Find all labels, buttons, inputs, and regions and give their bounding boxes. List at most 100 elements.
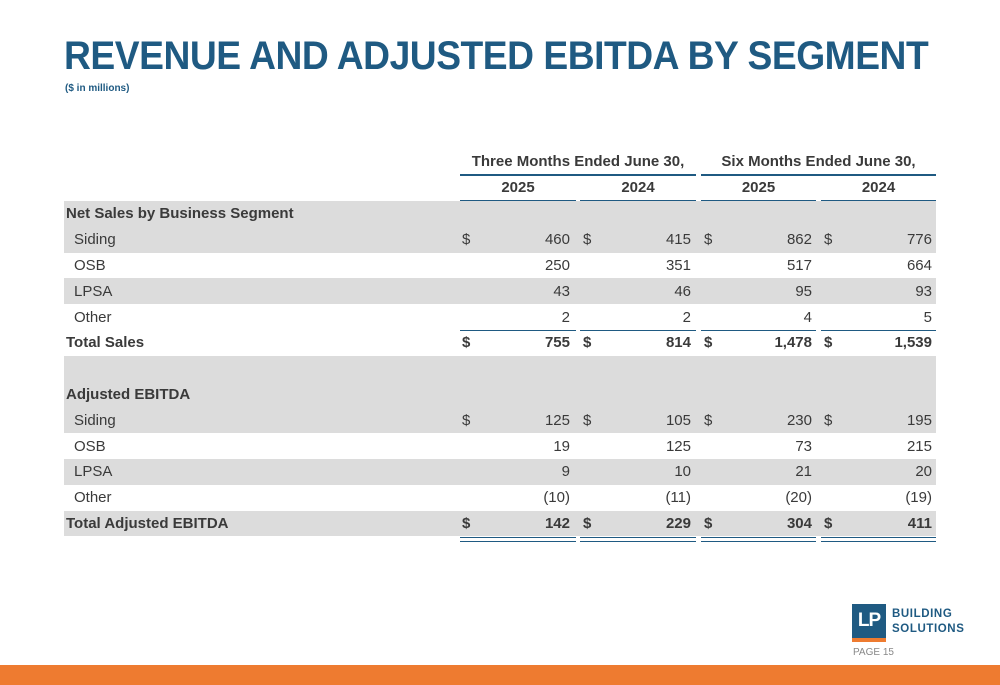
value-cell: 93 (915, 282, 932, 300)
logo-line-2: SOLUTIONS (892, 623, 965, 635)
value-cell: 215 (906, 437, 932, 455)
value-cell: 351 (665, 256, 691, 274)
value-cell: 862 (786, 231, 812, 249)
value-cell: 755 (544, 334, 570, 352)
currency-symbol: $ (583, 411, 592, 429)
total-top-rule (460, 330, 576, 331)
year-header: 2025 (741, 178, 776, 196)
total-top-rule (821, 330, 936, 331)
currency-symbol: $ (583, 514, 592, 532)
total-double-rule (460, 537, 576, 543)
currency-symbol: $ (704, 514, 713, 532)
period-underline (460, 174, 696, 176)
section-heading: Adjusted EBITDA (66, 385, 191, 403)
value-cell: 460 (544, 231, 570, 249)
total-double-rule (701, 537, 816, 543)
year-header: 2025 (501, 178, 535, 196)
currency-symbol: $ (824, 231, 833, 249)
total-row: Total Sales $755 $814 $1,478 $1,539 (64, 330, 936, 356)
company-logo: LP BUILDING SOLUTIONS (852, 604, 965, 644)
value-cell: 125 (544, 411, 570, 429)
table-row: OSB 19 125 73 215 (64, 433, 936, 459)
value-cell: 776 (906, 231, 932, 249)
value-cell: 105 (665, 411, 691, 429)
row-label: OSB (74, 437, 106, 455)
total-top-rule (701, 330, 816, 331)
table-row: Siding $125 $105 $230 $195 (64, 407, 936, 434)
year-underline (460, 200, 576, 201)
row-label: Other (74, 489, 112, 507)
currency-symbol: $ (462, 334, 471, 352)
currency-symbol: $ (704, 231, 713, 249)
currency-symbol: $ (704, 334, 713, 352)
table-row: Other 2 2 4 5 (64, 304, 936, 330)
currency-symbol: $ (462, 411, 471, 429)
currency-symbol: $ (583, 231, 592, 249)
total-row: Total Adjusted EBITDA $142 $229 $304 $411 (64, 510, 936, 537)
value-cell: 5 (923, 308, 932, 326)
currency-symbol: $ (824, 411, 833, 429)
value-cell: 2 (682, 308, 691, 326)
year-underline (821, 200, 936, 201)
total-top-rule (580, 330, 696, 331)
total-double-rule (580, 537, 696, 543)
value-cell: 43 (553, 282, 570, 300)
currency-symbol: $ (583, 334, 592, 352)
value-cell: 10 (674, 463, 691, 481)
value-cell: 19 (553, 437, 570, 455)
value-cell: (10) (543, 489, 570, 507)
section-heading: Net Sales by Business Segment (64, 201, 936, 227)
value-cell: 20 (915, 463, 932, 481)
value-cell: 415 (665, 231, 691, 249)
year-underline (701, 200, 816, 201)
value-cell: 73 (795, 437, 812, 455)
total-label: Total Sales (66, 334, 145, 352)
currency-symbol: $ (462, 514, 471, 532)
row-label: Siding (74, 411, 116, 429)
year-underline (580, 200, 696, 201)
value-cell: 229 (665, 514, 691, 532)
table-row: LPSA 43 46 95 93 (64, 278, 936, 305)
value-cell: (19) (905, 489, 932, 507)
units-note: ($ in millions) (65, 83, 130, 94)
period-header-six-months: Six Months Ended June 30, (721, 152, 916, 170)
value-cell: 304 (786, 514, 812, 532)
value-cell: (11) (665, 489, 691, 507)
currency-symbol: $ (824, 334, 833, 352)
section-heading: Net Sales by Business Segment (66, 205, 294, 223)
logo-line-1: BUILDING (892, 608, 953, 620)
value-cell: 21 (795, 463, 812, 481)
row-label: OSB (74, 256, 106, 274)
period-header-three-months: Three Months Ended June 30, (471, 152, 685, 170)
value-cell: 664 (906, 256, 932, 274)
value-cell: 125 (665, 437, 691, 455)
table-row: LPSA 9 10 21 20 (64, 459, 936, 485)
value-cell: 95 (795, 282, 812, 300)
year-header: 2024 (621, 178, 655, 196)
spacer-row (64, 355, 936, 382)
logo-wordmark: BUILDING SOLUTIONS (892, 607, 965, 637)
value-cell: 4 (803, 308, 812, 326)
value-cell: 195 (906, 411, 932, 429)
value-cell: 250 (544, 256, 570, 274)
page-number: PAGE 15 (853, 647, 894, 658)
value-cell: 9 (561, 463, 570, 481)
total-label: Total Adjusted EBITDA (66, 514, 229, 532)
page-title: REVENUE AND ADJUSTED EBITDA BY SEGMENT (64, 34, 929, 78)
value-cell: 1,539 (894, 334, 932, 352)
row-label: Other (74, 308, 112, 326)
footer-accent-bar (0, 665, 1000, 685)
row-label: LPSA (74, 463, 113, 481)
row-label: LPSA (74, 282, 113, 300)
logo-mark: LP (852, 604, 886, 638)
value-cell: (20) (785, 489, 812, 507)
table-row: Other (10) (11) (20) (19) (64, 485, 936, 511)
period-underline (701, 174, 936, 176)
total-double-rule (821, 537, 936, 543)
table-row: Siding $460 $415 $862 $776 (64, 226, 936, 253)
value-cell: 46 (674, 282, 691, 300)
currency-symbol: $ (704, 411, 713, 429)
value-cell: 411 (907, 514, 932, 532)
row-label: Siding (74, 231, 116, 249)
currency-symbol: $ (462, 231, 471, 249)
